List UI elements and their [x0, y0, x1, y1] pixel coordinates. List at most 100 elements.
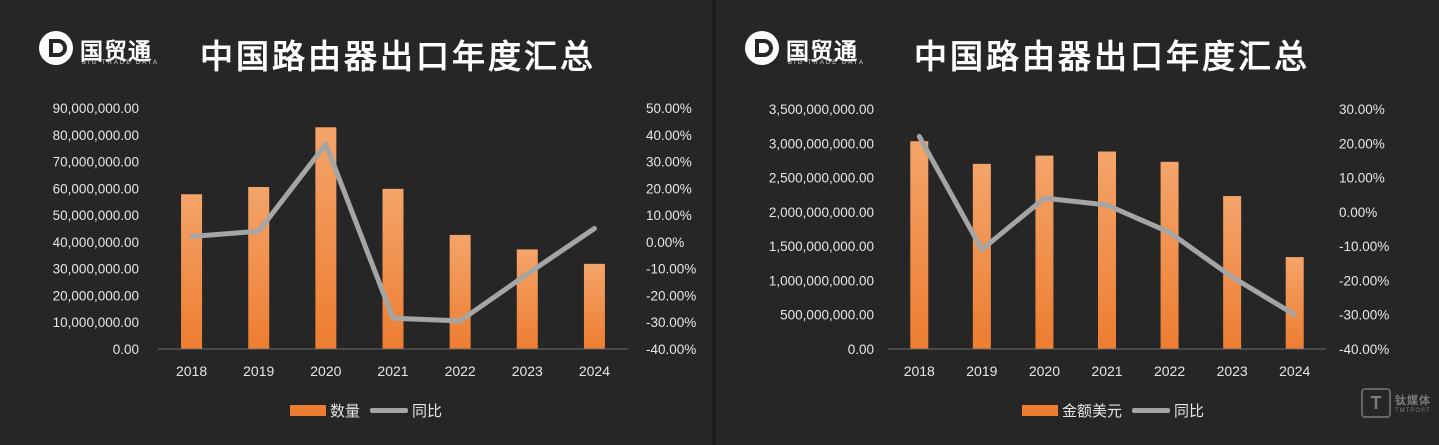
line-point [917, 134, 921, 138]
line-point [257, 229, 261, 233]
y-left-tick-label: 50,000,000.00 [53, 208, 139, 223]
chart-panel-amount: 国贸通 BIG TRADE DATA 中国路由器出口年度汇总 0.00 500,0… [716, 0, 1439, 445]
bar [1160, 161, 1179, 349]
x-tick-label: 2021 [1091, 363, 1122, 379]
watermark-icon: T [1361, 388, 1391, 418]
bar [181, 194, 203, 349]
y-left-tick-label: 10,000,000.00 [53, 315, 139, 330]
x-tick-label: 2024 [1279, 363, 1310, 379]
y-right-tick-label: -10.00% [646, 262, 696, 277]
y-right-tick-label: 10.00% [1339, 171, 1385, 186]
x-tick-label: 2023 [512, 363, 543, 379]
x-tick-label: 2019 [243, 363, 274, 379]
legend-swatch-line [370, 408, 409, 413]
y-left-tick-label: 60,000,000.00 [53, 181, 139, 196]
x-tick-label: 2022 [1154, 363, 1185, 379]
x-tick-label: 2022 [445, 363, 476, 379]
brand-subtitle: BIG TRADE DATA [788, 60, 866, 66]
y-left-tick-label: 30,000,000.00 [53, 262, 139, 277]
watermark-logo: T 钛媒体 TMTPOST [1361, 388, 1431, 418]
x-tick-label: 2019 [966, 363, 997, 379]
y-right-tick-label: 50.00% [646, 101, 692, 116]
line-point [980, 248, 984, 252]
legend-label-line: 同比 [412, 403, 443, 420]
line-point [190, 235, 194, 239]
chart-title: 中国路由器出口年度汇总 [914, 38, 1310, 75]
chart-plot-amount: 0.00 500,000,000.00 1,000,000,000.00 1,500,… [769, 102, 1389, 379]
line-point [1168, 230, 1172, 234]
bar [1223, 196, 1242, 349]
bar [449, 234, 471, 349]
y-right-tick-label: 20.00% [1339, 136, 1385, 151]
bar [1098, 151, 1116, 349]
x-tick-label: 2020 [310, 363, 341, 379]
line-point [592, 227, 596, 230]
chart-legend: 金额美元 同比 [1022, 400, 1204, 421]
brand-badge-icon [745, 31, 779, 65]
watermark-en: TMTPOST [1395, 408, 1431, 414]
x-tick-label: 2020 [1029, 363, 1060, 379]
y-right-tick-label: -40.00% [1339, 342, 1389, 357]
y-right-tick-label: -40.00% [646, 342, 696, 357]
y-left-tick-label: 80,000,000.00 [53, 128, 139, 143]
y-right-tick-label: 30.00% [646, 155, 692, 170]
brand-subtitle: BIG TRADE DATA [82, 60, 160, 66]
y-left-tick-label: 20,000,000.00 [53, 288, 139, 303]
y-right-tick-label: -30.00% [646, 315, 696, 330]
y-left-tick-label: 0.00 [848, 342, 874, 357]
y-left-tick-label: 70,000,000.00 [53, 155, 139, 170]
x-tick-label: 2018 [176, 363, 207, 379]
line-point [324, 142, 328, 146]
y-left-tick-label: 3,000,000,000.00 [769, 136, 874, 151]
legend-swatch-line [1132, 408, 1171, 413]
watermark-cn: 钛媒体 [1395, 395, 1431, 407]
brand-name: 国贸通 [786, 38, 858, 64]
line-point [1105, 203, 1109, 207]
y-right-tick-label: -20.00% [646, 288, 696, 303]
line-point [525, 272, 529, 276]
y-left-tick-label: 40,000,000.00 [53, 235, 139, 250]
y-left-tick-label: 1,000,000,000.00 [769, 273, 874, 288]
x-tick-label: 2023 [1217, 363, 1248, 379]
y-right-tick-label: 0.00% [1339, 205, 1377, 220]
y-right-tick-label: -30.00% [1339, 308, 1389, 323]
y-right-tick-label: 40.00% [646, 128, 692, 143]
y-right-tick-label: -10.00% [1339, 239, 1389, 254]
y-right-tick-label: -20.00% [1339, 273, 1389, 288]
chart-plot-quantity: 0.00 10,000,000.00 20,000,000.00 30,000,000… [53, 101, 697, 379]
y-left-tick-label: 1,500,000,000.00 [769, 239, 874, 254]
bar [583, 263, 605, 349]
line-point [458, 319, 462, 323]
bar [1285, 257, 1304, 349]
y-left-tick-label: 0.00 [113, 342, 139, 357]
y-left-tick-label: 2,000,000,000.00 [769, 205, 874, 220]
y-right-tick-label: 0.00% [646, 235, 684, 250]
x-tick-label: 2021 [377, 363, 408, 379]
bar [972, 163, 991, 349]
chart-panel-quantity: 国贸通 BIG TRADE DATA 中国路由器出口年度汇总 0.00 10,00… [0, 0, 712, 445]
y-right-tick-label: 20.00% [646, 181, 692, 196]
y-left-tick-label: 2,500,000,000.00 [769, 171, 874, 186]
y-left-tick-label: 500,000,000.00 [780, 308, 874, 323]
y-right-tick-label: 30.00% [1339, 102, 1385, 117]
brand-badge-icon [39, 31, 73, 65]
line-point [1042, 196, 1046, 200]
brand-name: 国贸通 [80, 38, 152, 64]
legend-label-bar: 数量 [330, 403, 361, 420]
legend-label-line: 同比 [1174, 403, 1205, 420]
legend-swatch-bar [290, 405, 326, 416]
bar [382, 188, 404, 349]
y-right-tick-label: 10.00% [646, 208, 692, 223]
x-tick-label: 2018 [904, 363, 935, 379]
line-point [1293, 313, 1297, 317]
legend-swatch-bar [1022, 405, 1058, 416]
bar [315, 127, 337, 349]
bar [516, 249, 538, 349]
line-point [391, 316, 395, 320]
x-tick-label: 2024 [579, 363, 610, 379]
bar [1035, 155, 1054, 349]
legend-label-bar: 金额美元 [1062, 403, 1123, 420]
chart-title: 中国路由器出口年度汇总 [200, 38, 596, 75]
line-point [1230, 275, 1234, 279]
bar [910, 141, 929, 349]
